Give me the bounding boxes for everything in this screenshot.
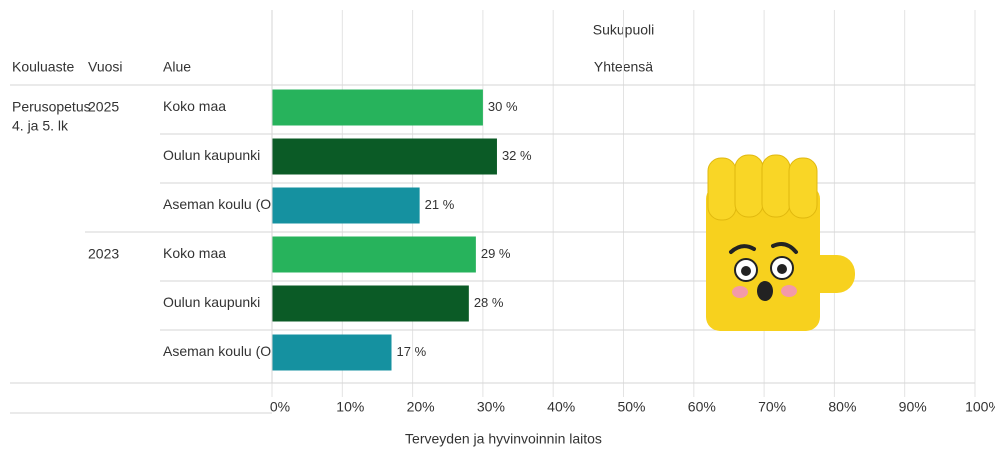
value-label: 28 % <box>474 295 504 310</box>
category-label: Koko maa <box>163 245 226 261</box>
x-tick-label: 50% <box>617 399 645 415</box>
value-label: 21 % <box>425 197 455 212</box>
category-label: Oulun kaupunki <box>163 294 260 310</box>
x-tick-label: 100% <box>965 399 995 415</box>
bar <box>272 236 476 273</box>
x-tick-label: 10% <box>336 399 364 415</box>
bar <box>272 89 483 126</box>
category-label: Koko maa <box>163 98 226 114</box>
value-label: 17 % <box>397 344 427 359</box>
value-label: 29 % <box>481 246 511 261</box>
year-label: 2025 <box>88 99 119 115</box>
bar <box>272 138 497 175</box>
column-header: Kouluaste <box>12 59 74 75</box>
mascot <box>706 154 855 331</box>
x-tick-label: 30% <box>477 399 505 415</box>
year-label: 2023 <box>88 246 119 262</box>
column-header: Alue <box>163 59 191 75</box>
school-level: 4. ja 5. lk <box>12 118 69 134</box>
category-label: Aseman koulu (Oulu) <box>163 196 295 212</box>
x-tick-label: 40% <box>547 399 575 415</box>
column-header: Vuosi <box>88 59 123 75</box>
bar <box>272 285 469 322</box>
value-label: 30 % <box>488 99 518 114</box>
x-tick-label: 20% <box>407 399 435 415</box>
category-label: Aseman koulu (Oulu) <box>163 343 295 359</box>
x-tick-label: 70% <box>758 399 786 415</box>
bar <box>272 334 392 371</box>
bar <box>272 187 420 224</box>
school-level: Perusopetus <box>12 99 91 115</box>
x-tick-label: 60% <box>688 399 716 415</box>
source: Terveyden ja hyvinvoinnin laitos <box>405 431 602 447</box>
x-tick-label: 80% <box>828 399 856 415</box>
x-tick-label: 90% <box>899 399 927 415</box>
x-tick-label: 0% <box>270 399 290 415</box>
category-label: Oulun kaupunki <box>163 147 260 163</box>
value-label: 32 % <box>502 148 532 163</box>
